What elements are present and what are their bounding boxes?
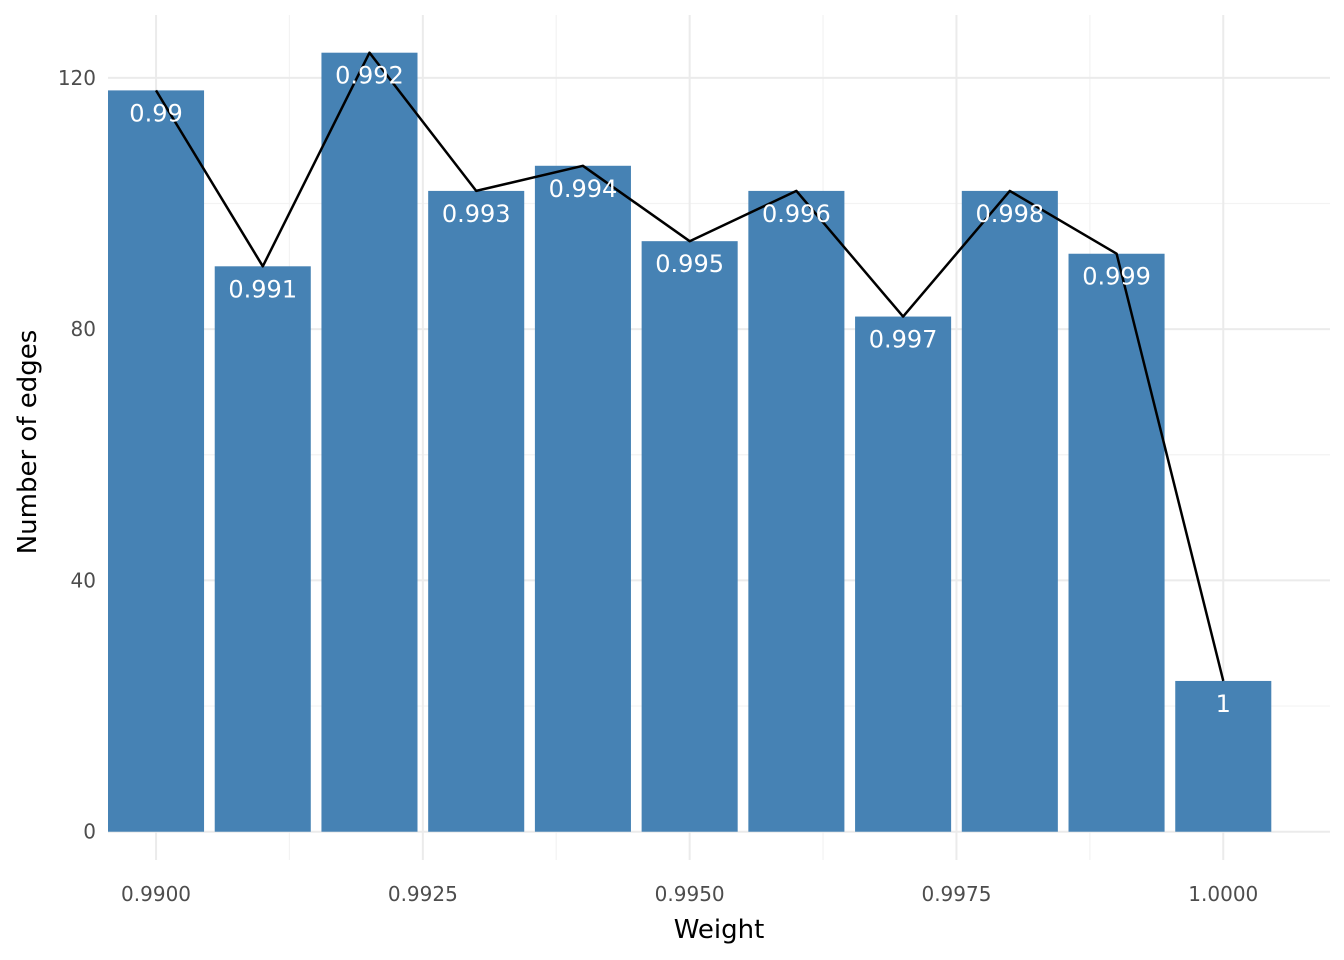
x-tick-label: 1.0000 bbox=[1188, 882, 1258, 906]
x-tick-label: 0.9900 bbox=[121, 882, 191, 906]
bar-value-label: 1 bbox=[1216, 690, 1231, 718]
bar-labels: 0.99 0.991 0.992 0.993 0.994 0.995 0.996 0.997 0… bbox=[129, 62, 1231, 718]
bar-value-label: 0.995 bbox=[655, 250, 724, 278]
x-axis-title: Weight bbox=[674, 915, 765, 945]
y-tick-label: 0 bbox=[83, 820, 96, 844]
bar bbox=[855, 316, 952, 832]
bar bbox=[214, 266, 311, 832]
bar bbox=[1068, 253, 1165, 832]
bar-value-label: 0.998 bbox=[975, 200, 1044, 228]
x-tick-label: 0.9950 bbox=[655, 882, 725, 906]
bar bbox=[961, 190, 1058, 832]
bar-value-label: 0.994 bbox=[549, 175, 618, 203]
bar bbox=[534, 165, 631, 832]
bar-value-label: 0.996 bbox=[762, 200, 831, 228]
trend-line bbox=[154, 51, 1225, 682]
y-tick-label: 80 bbox=[71, 317, 96, 341]
trend-line-group bbox=[154, 51, 1225, 682]
y-tick-label: 40 bbox=[71, 568, 96, 592]
bar bbox=[1175, 680, 1272, 832]
bar bbox=[108, 90, 205, 832]
bar-value-label: 0.991 bbox=[228, 275, 297, 303]
x-tick-label: 0.9975 bbox=[921, 882, 991, 906]
bar bbox=[641, 241, 738, 832]
bar-value-label: 0.997 bbox=[869, 326, 938, 354]
bar-value-label: 0.993 bbox=[442, 200, 511, 228]
bar bbox=[748, 190, 845, 832]
bars bbox=[108, 52, 1272, 832]
bar-value-label: 0.999 bbox=[1082, 263, 1151, 291]
tick-labels: 0.9900 0.9925 0.9950 0.9975 1.0000 0 40 80 120 bbox=[58, 66, 1258, 906]
bar-value-label: 0.99 bbox=[129, 99, 182, 127]
y-axis-title: Number of edges bbox=[13, 330, 43, 555]
bar bbox=[321, 52, 418, 832]
bar bbox=[428, 190, 525, 832]
y-tick-label: 120 bbox=[58, 66, 96, 90]
bar-value-label: 0.992 bbox=[335, 62, 404, 90]
x-tick-label: 0.9925 bbox=[388, 882, 458, 906]
